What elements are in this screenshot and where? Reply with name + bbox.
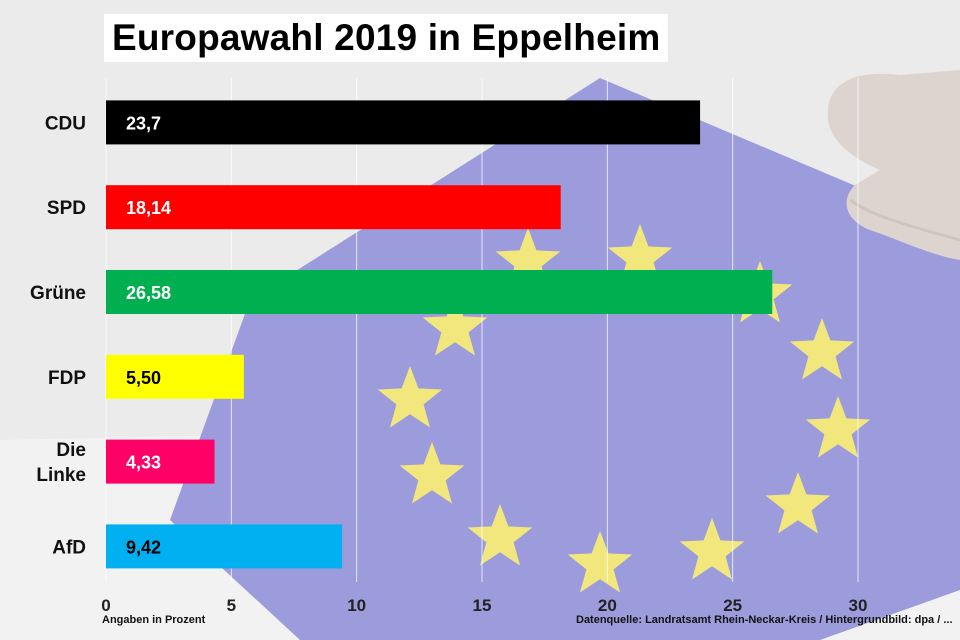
x-tick-label: 5 bbox=[227, 596, 236, 615]
chart-title-box: Europawahl 2019 in Eppelheim bbox=[104, 14, 669, 62]
x-tick-label: 15 bbox=[473, 596, 492, 615]
star-icon bbox=[567, 531, 633, 593]
category-label: Linke bbox=[36, 465, 86, 486]
x-tick-label: 10 bbox=[347, 596, 366, 615]
star-icon bbox=[679, 518, 745, 580]
category-label: FDP bbox=[48, 368, 86, 389]
bar-spd bbox=[106, 185, 561, 230]
category-label: AfD bbox=[52, 537, 86, 558]
star-icon bbox=[789, 318, 855, 380]
bar-fdp bbox=[106, 354, 244, 399]
category-label: SPD bbox=[47, 198, 86, 219]
x-tick-label: 25 bbox=[723, 596, 742, 615]
x-tick-label: 30 bbox=[849, 596, 868, 615]
category-label: Grüne bbox=[30, 283, 86, 304]
eu-flag-card bbox=[170, 78, 960, 640]
star-icon bbox=[607, 224, 673, 286]
star-icon bbox=[399, 442, 465, 504]
data-label: 9,42 bbox=[126, 537, 161, 557]
bar-grüne bbox=[106, 270, 773, 314]
star-icon bbox=[805, 396, 871, 458]
source-note: Datenquelle: Landratsamt Rhein-Neckar-Kr… bbox=[576, 614, 953, 626]
data-label: 5,50 bbox=[126, 368, 161, 388]
star-icon bbox=[467, 504, 533, 566]
bar-die-linke bbox=[106, 439, 215, 484]
data-label: 4,33 bbox=[126, 453, 161, 473]
star-icon bbox=[377, 366, 443, 428]
chart-title: Europawahl 2019 in Eppelheim bbox=[112, 17, 661, 58]
bar-afd bbox=[106, 524, 343, 569]
star-icon bbox=[422, 294, 488, 356]
star-icon bbox=[495, 228, 561, 290]
data-label: 23,7 bbox=[126, 113, 161, 133]
hand-image bbox=[827, 70, 960, 260]
data-label: 26,58 bbox=[126, 283, 171, 303]
unit-note: Angaben in Prozent bbox=[102, 614, 206, 626]
x-tick-label: 0 bbox=[101, 596, 110, 615]
x-tick-label: 20 bbox=[598, 596, 617, 615]
category-label: Die bbox=[56, 440, 86, 461]
star-icon bbox=[765, 472, 831, 534]
category-label: CDU bbox=[45, 113, 86, 134]
data-label: 18,14 bbox=[126, 198, 171, 218]
bar-cdu bbox=[106, 100, 701, 145]
